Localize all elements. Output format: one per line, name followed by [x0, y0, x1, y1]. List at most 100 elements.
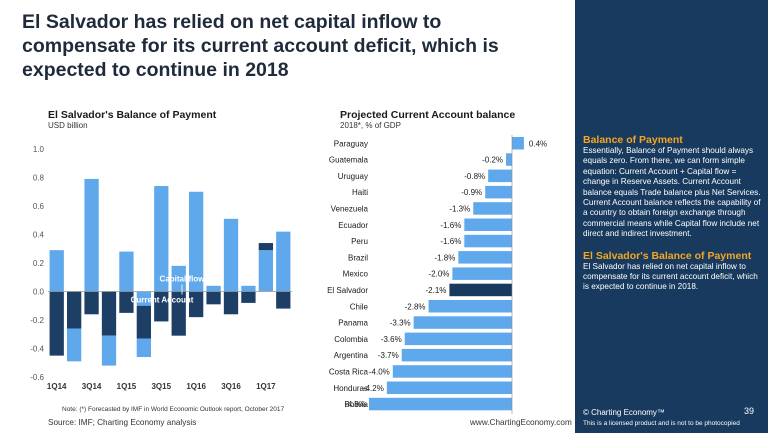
website-link[interactable]: www.ChartingEconomy.com	[470, 418, 572, 427]
bar-bolivia	[368, 397, 512, 411]
bar-1Q15-s0	[119, 251, 134, 292]
bar-1Q14-s0	[49, 250, 64, 292]
sidebar-text-elsalvador: El Salvador has relied on net capital in…	[583, 261, 758, 292]
bar-2Q17-s0	[276, 231, 291, 292]
bar-2Q15-s2	[136, 338, 152, 358]
y-tick-label: 0.2	[33, 259, 45, 268]
category-label: El Salvador	[327, 286, 368, 295]
category-label: Paraguay	[334, 139, 368, 148]
category-label: Mexico	[343, 270, 369, 279]
bar-2Q14-s2	[66, 328, 82, 362]
category-label: Peru	[351, 237, 368, 246]
value-label: -2.1%	[426, 286, 447, 295]
value-label: -0.2%	[482, 156, 503, 165]
ca-chart: Paraguay 0.4% Guatemala -0.2% Uruguay -0.8% Ha…	[327, 135, 547, 415]
bar-4Q14-s2	[101, 335, 117, 366]
category-label: Bolivia	[344, 400, 368, 409]
bop-chart-subtitle: USD billion	[48, 121, 88, 130]
x-tick-label: 3Q15	[151, 382, 171, 391]
x-tick-label: 3Q16	[221, 382, 241, 391]
value-label: -1.6%	[440, 237, 461, 246]
bar-1Q14-s1	[49, 291, 64, 356]
bar-2Q14-s1	[66, 291, 82, 329]
y-tick-label: 0.8	[33, 174, 45, 183]
bar-4Q15-s1	[171, 291, 186, 336]
value-label: -4.2%	[363, 384, 384, 393]
bar-peru	[464, 234, 512, 248]
sidebar-heading-elsalvador: El Salvador's Balance of Payment	[583, 249, 752, 262]
value-label: -2.0%	[428, 270, 449, 279]
y-tick-label: -0.6	[30, 373, 44, 382]
bar-4Q16-s0	[241, 285, 256, 292]
category-label: Uruguay	[338, 172, 368, 181]
bar-haiti	[485, 185, 512, 199]
bar-3Q15-s1	[154, 291, 169, 322]
x-tick-label: 1Q15	[117, 382, 137, 391]
bar-costa-rica	[392, 365, 512, 378]
value-label: -4.0%	[369, 367, 390, 376]
sidebar-panel: Balance of Payment Essentially, Balance …	[575, 0, 768, 433]
bar-colombia	[404, 332, 512, 346]
current-account-annotation: Current Account	[131, 296, 194, 305]
bar-3Q14-s1	[84, 291, 99, 315]
value-label: -2.8%	[405, 302, 426, 311]
sidebar-heading-bop: Balance of Payment	[583, 134, 683, 146]
bar-1Q17-s0	[258, 250, 274, 292]
category-label: Colombia	[334, 335, 368, 344]
category-label: Venezuela	[331, 204, 369, 213]
value-label: -4.8%	[345, 400, 366, 409]
slide-title: El Salvador has relied on net capital in…	[22, 11, 499, 81]
bar-2Q15-s0	[136, 291, 152, 306]
sidebar-text-bop: Essentially, Balance of Payment should a…	[583, 146, 761, 239]
bar-1Q15-s1	[119, 291, 134, 313]
value-label: -1.3%	[449, 204, 470, 213]
category-label: Honduras	[333, 384, 368, 393]
bar-3Q16-s0	[223, 218, 239, 292]
x-tick-label: 1Q14	[47, 382, 67, 391]
copyright: © Charting Economy™	[583, 408, 665, 417]
category-label: Panama	[338, 319, 368, 328]
value-label: -0.8%	[464, 172, 485, 181]
category-label: Chile	[350, 302, 369, 311]
x-tick-label: 1Q16	[186, 382, 206, 391]
bar-1Q16-s0	[188, 191, 204, 292]
bar-3Q16-s1	[223, 291, 239, 315]
bar-3Q15-s0	[154, 186, 169, 292]
category-label: Ecuador	[338, 221, 368, 230]
category-label: Argentina	[334, 351, 369, 360]
bar-1Q17-s1	[258, 243, 274, 251]
value-label: -3.3%	[390, 319, 411, 328]
value-label: 0.4%	[529, 139, 547, 148]
bar-uruguay	[488, 169, 512, 183]
bar-panama	[413, 316, 512, 329]
bar-4Q14-s1	[101, 291, 117, 336]
category-label: Costa Rica	[329, 367, 369, 376]
value-label: -1.8%	[434, 253, 455, 262]
y-tick-label: -0.2	[30, 316, 44, 325]
bar-ecuador	[464, 218, 512, 231]
bar-brazil	[458, 251, 512, 264]
value-label: -3.7%	[378, 351, 399, 360]
bar-1Q16-s1	[188, 291, 204, 318]
y-tick-label: -0.4	[30, 345, 44, 354]
y-tick-label: 1.0	[33, 145, 45, 154]
category-label: Haiti	[352, 188, 368, 197]
category-label: Brazil	[348, 253, 368, 262]
source-text: Source: IMF; Charting Economy analysis	[48, 418, 197, 427]
x-tick-label: 1Q17	[256, 382, 276, 391]
bar-argentina	[401, 348, 512, 362]
bar-honduras	[386, 381, 512, 394]
bar-paraguay	[512, 137, 524, 150]
value-label: -1.6%	[440, 221, 461, 230]
bar-mexico	[452, 267, 512, 280]
value-label: -3.6%	[381, 335, 402, 344]
page-number: 39	[743, 406, 754, 416]
y-tick-label: 0.6	[33, 202, 45, 211]
bar-el-salvador	[449, 283, 512, 297]
bar-2Q16-s1	[206, 291, 221, 305]
value-label: -0.9%	[461, 188, 482, 197]
y-tick-label: 0.4	[33, 231, 45, 240]
sidebar-content: Balance of Payment Essentially, Balance …	[583, 134, 761, 303]
ca-chart-subtitle: 2018*, % of GDP	[340, 121, 401, 130]
